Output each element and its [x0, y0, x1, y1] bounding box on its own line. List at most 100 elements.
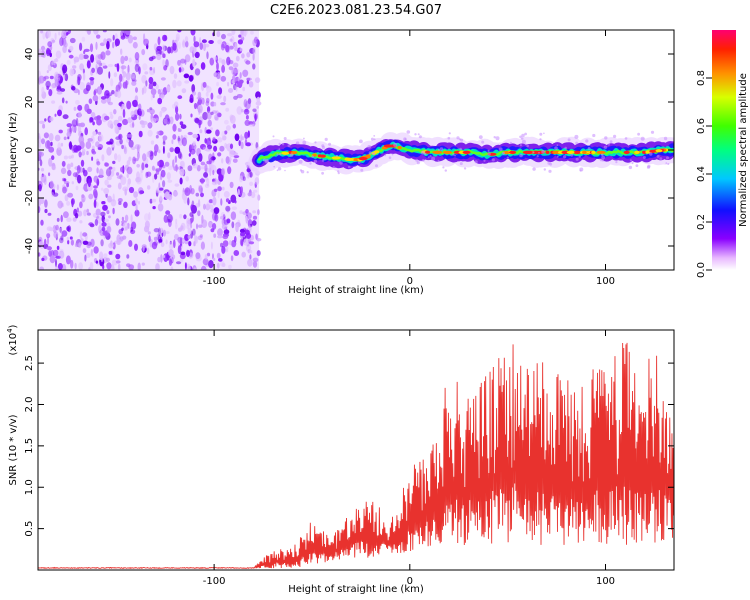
noise-speckle	[186, 250, 190, 257]
noise-speckle	[200, 265, 207, 270]
noise-speckle	[249, 181, 254, 186]
noise-speckle	[63, 178, 67, 182]
noise-speckle	[247, 212, 252, 219]
signal-speckle	[607, 143, 611, 146]
signal-speckle	[491, 158, 495, 162]
noise-speckle	[221, 167, 226, 176]
noise-speckle	[38, 241, 44, 247]
noise-speckle	[97, 131, 102, 135]
noise-speckle	[214, 114, 219, 121]
noise-speckle	[108, 71, 111, 79]
noise-speckle	[112, 166, 116, 172]
signal-speckle	[539, 132, 543, 136]
noise-speckle	[78, 151, 82, 158]
colorbar-tick-label: 0.0	[696, 262, 707, 278]
noise-speckle	[40, 219, 44, 226]
noise-speckle	[72, 217, 77, 222]
noise-speckle	[241, 136, 245, 141]
noise-speckle	[41, 257, 45, 262]
noise-speckle	[247, 98, 252, 105]
noise-speckle	[245, 60, 251, 65]
noise-speckle	[181, 88, 187, 94]
signal-peak	[432, 150, 443, 154]
noise-speckle	[172, 191, 179, 197]
noise-speckle	[245, 100, 251, 110]
noise-speckle	[38, 150, 42, 157]
noise-speckle	[222, 223, 227, 231]
signal-speckle	[599, 159, 603, 162]
noise-speckle	[156, 131, 161, 135]
signal-speckle	[509, 141, 512, 144]
signal-speckle	[437, 148, 441, 151]
noise-speckle	[163, 65, 168, 71]
noise-speckle	[151, 165, 155, 171]
noise-speckle	[39, 159, 43, 167]
signal-speckle	[524, 143, 527, 146]
signal-speckle	[309, 162, 312, 165]
noise-speckle	[55, 50, 62, 59]
noise-speckle	[85, 84, 91, 92]
noise-speckle	[116, 63, 120, 72]
noise-speckle	[241, 53, 245, 59]
noise-speckle	[103, 253, 108, 259]
noise-speckle	[224, 119, 229, 125]
noise-speckle	[117, 198, 123, 203]
noise-speckle	[109, 111, 113, 115]
noise-speckle	[158, 159, 165, 168]
noise-speckle	[38, 75, 45, 84]
noise-speckle	[157, 89, 161, 95]
signal-speckle	[321, 145, 325, 149]
noise-speckle	[140, 169, 144, 173]
noise-speckle	[213, 72, 219, 78]
signal-speckle	[273, 165, 276, 168]
noise-speckle	[85, 252, 91, 258]
noise-speckle	[43, 132, 50, 139]
noise-speckle	[121, 216, 124, 221]
noise-speckle	[118, 133, 123, 140]
noise-speckle	[240, 134, 243, 142]
noise-speckle	[217, 152, 222, 157]
noise-speckle	[246, 77, 251, 81]
y-tick-label: 2.0	[24, 397, 35, 413]
colorbar-tick-label: 0.2	[696, 214, 707, 230]
noise-speckle	[254, 113, 257, 122]
signal-speckle	[521, 133, 525, 138]
colorbar: 0.0 0.2 0.4 0.6 0.8 Normalized spectral ampl…	[696, 30, 749, 278]
noise-speckle	[187, 165, 193, 172]
noise-speckle	[120, 55, 125, 65]
noise-speckle	[76, 165, 81, 174]
noise-speckle	[44, 238, 47, 246]
noise-speckle	[201, 39, 207, 44]
noise-speckle	[62, 73, 66, 81]
noise-speckle	[103, 187, 110, 195]
noise-speckle	[83, 169, 88, 177]
noise-speckle	[79, 42, 83, 51]
noise-speckle	[166, 85, 171, 92]
noise-speckle	[103, 218, 110, 223]
noise-speckle	[79, 220, 83, 224]
noise-speckle	[138, 130, 143, 138]
noise-speckle	[79, 63, 84, 71]
noise-speckle	[44, 208, 48, 214]
noise-speckle	[163, 118, 168, 124]
noise-speckle	[228, 88, 234, 93]
noise-speckle	[248, 241, 255, 245]
noise-speckle	[172, 159, 175, 168]
noise-speckle	[125, 72, 131, 81]
noise-speckle	[144, 213, 150, 222]
noise-speckle	[148, 212, 151, 221]
noise-speckle	[195, 192, 200, 197]
noise-speckle	[168, 165, 173, 171]
noise-speckle	[172, 134, 177, 140]
signal-speckle	[283, 137, 287, 140]
noise-speckle	[221, 263, 226, 267]
noise-speckle	[156, 187, 160, 192]
signal-speckle	[427, 156, 430, 159]
noise-speckle	[126, 160, 131, 166]
noise-speckle	[212, 223, 217, 230]
signal-speckle	[415, 158, 419, 162]
noise-speckle	[220, 216, 224, 220]
signal-speckle	[587, 147, 591, 150]
noise-speckle	[48, 89, 53, 97]
noise-speckle	[135, 203, 138, 212]
